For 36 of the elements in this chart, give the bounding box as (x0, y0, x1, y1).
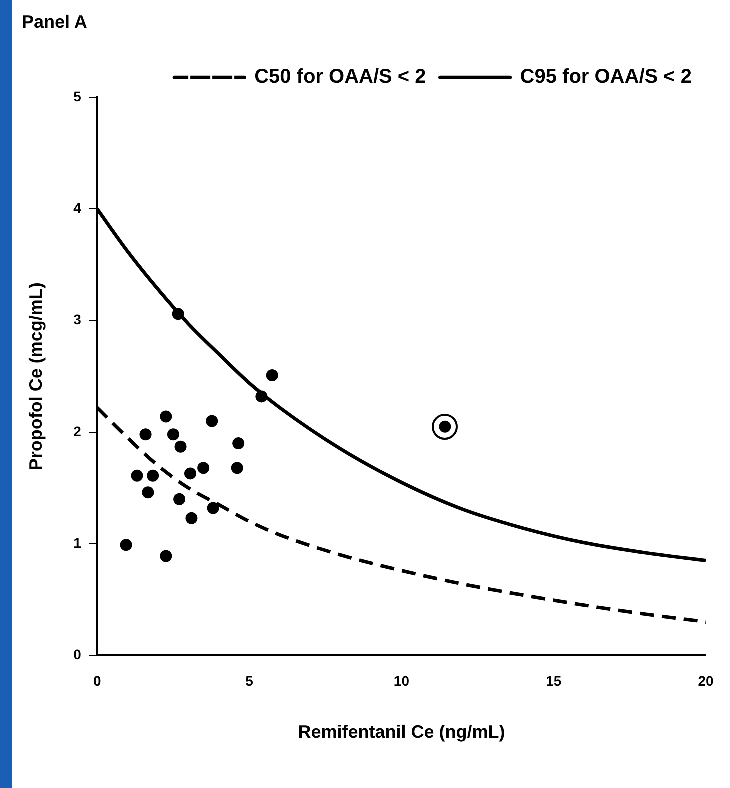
y-tick-label: 1 (74, 534, 82, 551)
point (231, 462, 244, 474)
point (207, 502, 220, 514)
y-tick-label: 2 (74, 423, 82, 440)
point (256, 390, 268, 403)
point (131, 470, 144, 482)
point (160, 410, 172, 423)
chart-title: Panel A (22, 12, 88, 32)
point (160, 550, 172, 562)
point (198, 462, 210, 474)
point (232, 438, 245, 450)
x-tick-label: 10 (394, 672, 410, 689)
x-tick-label: 20 (698, 672, 714, 689)
y-axis-title: Propofol Ce (mcg/mL) (26, 282, 46, 471)
point (266, 369, 278, 382)
point (206, 415, 218, 428)
legend-label: C95 for OAA/S < 2 (520, 66, 692, 88)
x-axis-title: Remifentanil Ce (ng/mL) (298, 722, 506, 742)
point (167, 428, 180, 441)
point (140, 428, 152, 441)
x-tick-label: 15 (546, 672, 562, 689)
y-tick-label: 3 (74, 312, 82, 328)
legend-label: C50 for OAA/S < 2 (254, 66, 426, 88)
x-tick-label: 5 (246, 672, 254, 689)
point (142, 486, 154, 499)
point (172, 308, 184, 320)
point (120, 539, 132, 552)
point (174, 440, 187, 453)
x-tick-label: 0 (93, 672, 102, 689)
point (174, 493, 186, 506)
y-tick-label: 5 (74, 88, 82, 104)
y-tick-label: 0 (74, 646, 82, 662)
point (184, 468, 197, 480)
y-tick-label: 4 (74, 200, 82, 216)
point (186, 512, 198, 524)
point (147, 470, 160, 482)
